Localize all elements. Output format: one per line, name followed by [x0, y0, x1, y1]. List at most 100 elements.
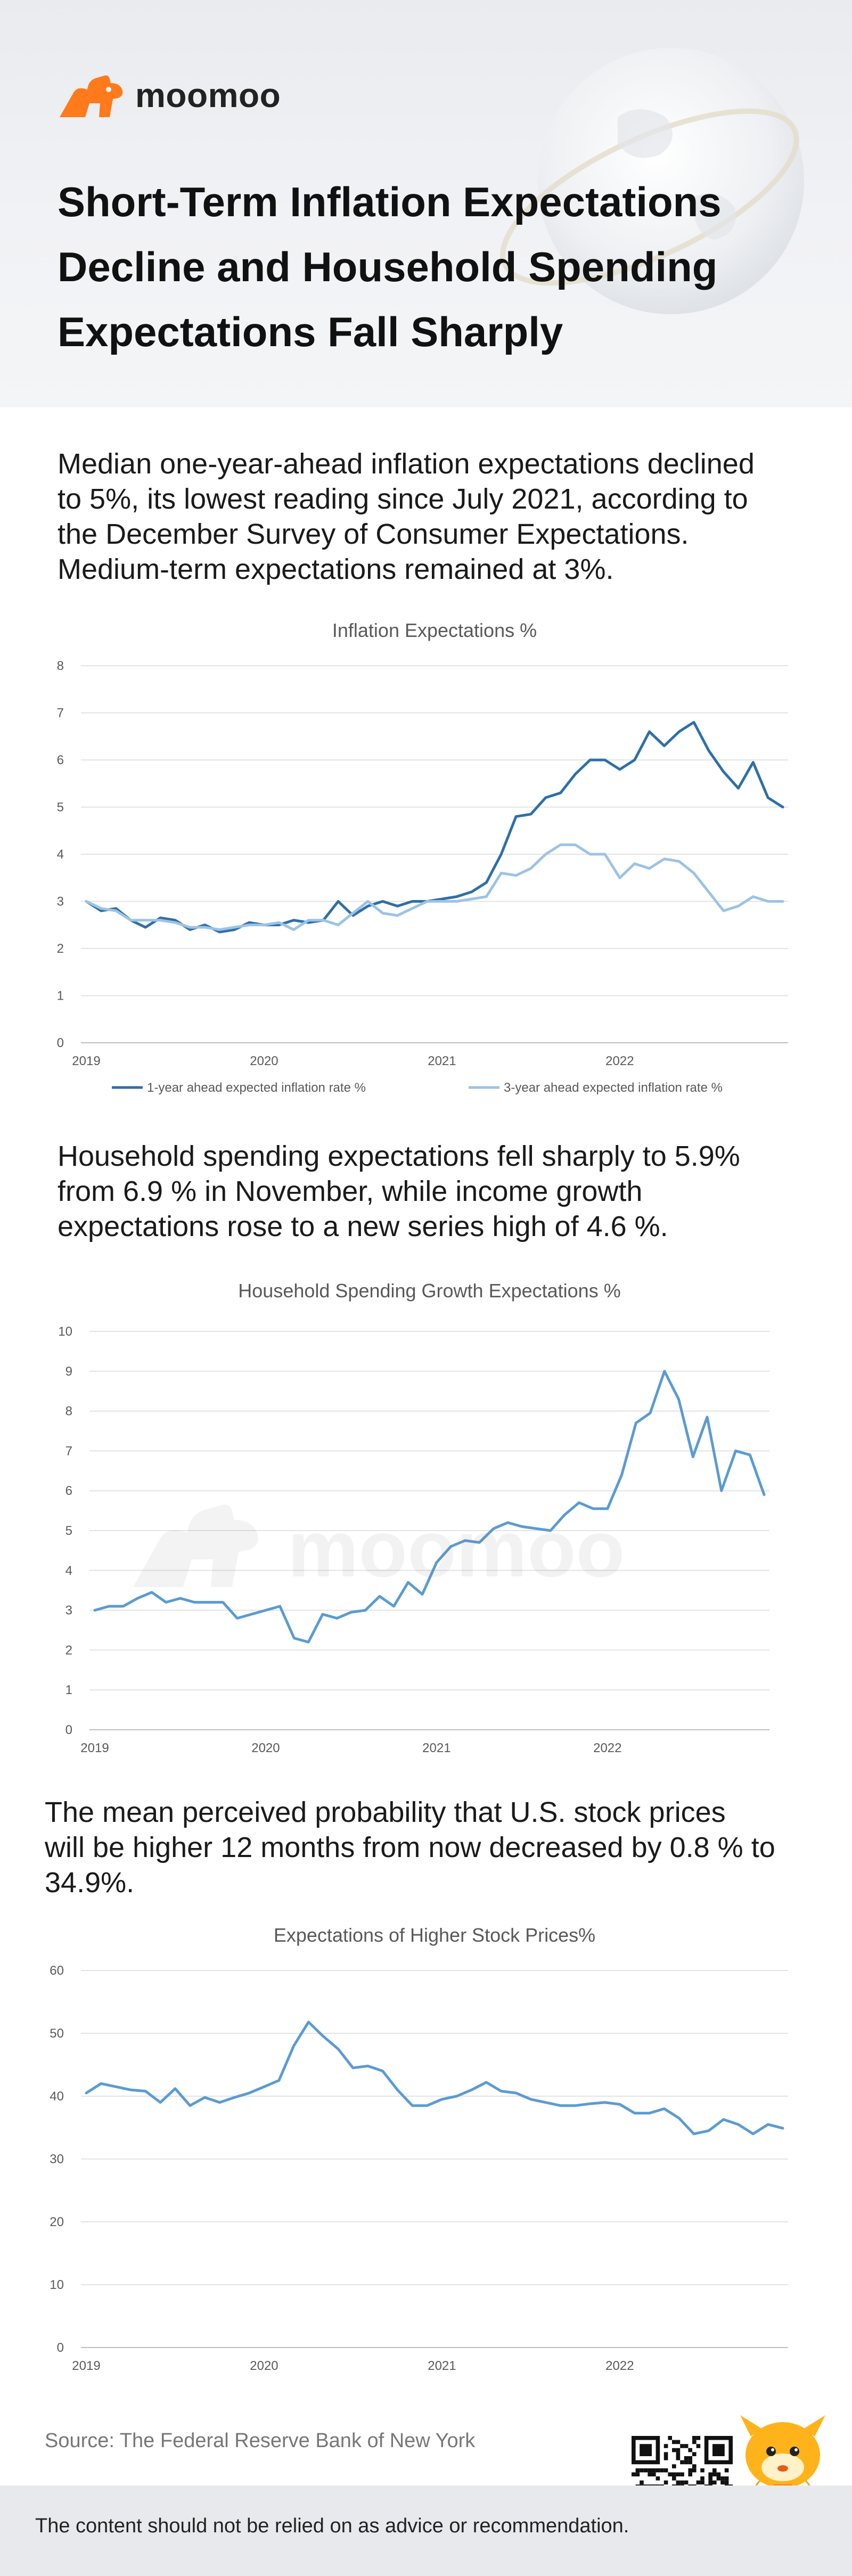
stock-chart-svg: Expectations of Higher Stock Prices% 0 10 2…	[50, 1924, 788, 2373]
paragraph-line: from 6.9 % in November, while income gro…	[58, 1175, 643, 1207]
paragraph-line: expectations rose to a new series high o…	[58, 1211, 668, 1242]
intro-paragraph: Median one-year-ahead inflation expectat…	[58, 446, 814, 587]
paragraph-line: to 5%, its lowest reading since July 202…	[58, 483, 748, 515]
x-tick-label: 2020	[250, 2359, 278, 2373]
title-line: Short-Term Inflation Expectations	[58, 178, 722, 225]
y-tick-label: 5	[57, 800, 64, 815]
qr-module	[635, 2468, 640, 2473]
globe-decoration	[500, 48, 804, 314]
y-tick-label: 50	[50, 2026, 64, 2041]
qr-module	[668, 2436, 672, 2440]
qr-module	[684, 2444, 689, 2448]
spending-paragraph: Household spending expectations fell sha…	[58, 1139, 814, 1244]
qr-module	[643, 2468, 648, 2473]
qr-module	[672, 2464, 676, 2468]
x-tick-label: 2019	[80, 1741, 109, 1755]
qr-module	[708, 2480, 712, 2485]
y-tick-label: 6	[65, 1484, 72, 1498]
qr-module	[663, 2468, 668, 2473]
qr-module	[663, 2444, 668, 2448]
qr-module	[680, 2460, 684, 2465]
qr-module	[652, 2468, 656, 2473]
disclaimer-text: The content should not be relied on as a…	[35, 2515, 629, 2537]
qr-module	[688, 2448, 692, 2452]
qr-module	[692, 2468, 697, 2473]
series-line	[85, 2021, 784, 2136]
qr-module	[724, 2476, 729, 2481]
y-tick-label: 30	[50, 2152, 64, 2166]
qr-module	[708, 2476, 712, 2481]
footer-bar: The content should not be relied on as a…	[0, 2485, 852, 2576]
spending-chart-svg: Household Spending Growth Expectations %…	[58, 1280, 769, 1755]
qr-module	[684, 2480, 689, 2485]
paragraph-line: Medium-term expectations remained at 3%.	[58, 553, 614, 585]
stock-prices-paragraph: The mean perceived probability that U.S.…	[45, 1795, 817, 1900]
paragraph-line: Median one-year-ahead inflation expectat…	[58, 448, 755, 480]
x-tick-label: 2021	[428, 1054, 456, 1068]
qr-module	[668, 2472, 672, 2476]
qr-module	[656, 2468, 660, 2473]
qr-module	[672, 2476, 676, 2481]
qr-module	[676, 2472, 681, 2476]
y-tick-label: 3	[57, 895, 64, 909]
qr-module	[700, 2480, 704, 2485]
qr-module	[692, 2440, 697, 2444]
qr-module	[720, 2480, 725, 2485]
y-tick-label: 2	[65, 1643, 72, 1657]
watermark-logo: moomoo	[133, 1504, 625, 1593]
qr-module	[700, 2476, 704, 2481]
x-tick-label: 2020	[250, 1054, 278, 1068]
household-spending-chart: Household Spending Growth Expectations %…	[0, 1273, 852, 1765]
qr-module	[632, 2472, 636, 2476]
y-tick-label: 3	[65, 1604, 72, 1618]
y-tick-label: 9	[65, 1364, 72, 1379]
qr-module	[663, 2456, 668, 2460]
y-tick-label: 40	[50, 2089, 64, 2104]
qr-module	[688, 2468, 692, 2473]
x-tick-label: 2021	[422, 1741, 450, 1755]
qr-module	[708, 2472, 712, 2476]
qr-module	[640, 2480, 644, 2485]
y-tick-label: 1	[65, 1683, 72, 1697]
inflation-expectations-chart: Inflation Expectations % 0 1 2 3 4 5 6 7 8 2019 202…	[0, 612, 852, 1116]
y-tick-label: 0	[57, 1036, 64, 1050]
header-banner: moomoo Short-Term Inflation Expectations…	[0, 0, 852, 407]
qr-module	[712, 2480, 717, 2485]
y-tick-label: 4	[65, 1564, 72, 1578]
qr-module	[724, 2468, 729, 2473]
qr-finder-core	[712, 2444, 725, 2456]
qr-module	[688, 2456, 692, 2460]
paragraph-line: the December Survey of Consumer Expectat…	[58, 518, 689, 550]
qr-module	[688, 2472, 692, 2476]
brand-name: moomoo	[135, 76, 281, 115]
y-tick-label: 10	[50, 2278, 64, 2292]
brand-logo: moomoo	[58, 71, 281, 119]
qr-module	[696, 2444, 701, 2448]
qr-module	[696, 2480, 701, 2485]
paragraph-line: Household spending expectations fell sha…	[58, 1140, 740, 1172]
qr-module	[652, 2472, 656, 2476]
qr-module	[672, 2472, 676, 2476]
qr-module	[635, 2472, 640, 2476]
legend-label: 3-year ahead expected inflation rate %	[504, 1081, 723, 1095]
x-tick-label: 2022	[593, 1741, 621, 1755]
x-tick-label: 2022	[605, 1054, 634, 1068]
watermark-text: moomoo	[288, 1504, 625, 1593]
y-tick-label: 7	[57, 706, 64, 721]
qr-module	[716, 2476, 721, 2481]
qr-module	[692, 2464, 697, 2468]
qr-module	[676, 2456, 681, 2460]
qr-module	[676, 2440, 681, 2444]
paragraph-line: 34.9%.	[45, 1867, 135, 1899]
qr-module	[680, 2472, 684, 2476]
watermark-bull-icon	[133, 1504, 258, 1587]
qr-module	[676, 2448, 681, 2452]
y-tick-label: 20	[50, 2215, 64, 2229]
qr-module	[720, 2476, 725, 2481]
inflation-chart-svg: Inflation Expectations % 0 1 2 3 4 5 6 7 8 2019 202…	[57, 619, 788, 1095]
y-tick-label: 0	[57, 2341, 64, 2355]
qr-module	[692, 2436, 697, 2440]
x-tick-label: 2019	[72, 2359, 100, 2373]
y-tick-label: 2	[57, 942, 64, 956]
qr-module	[712, 2472, 717, 2476]
